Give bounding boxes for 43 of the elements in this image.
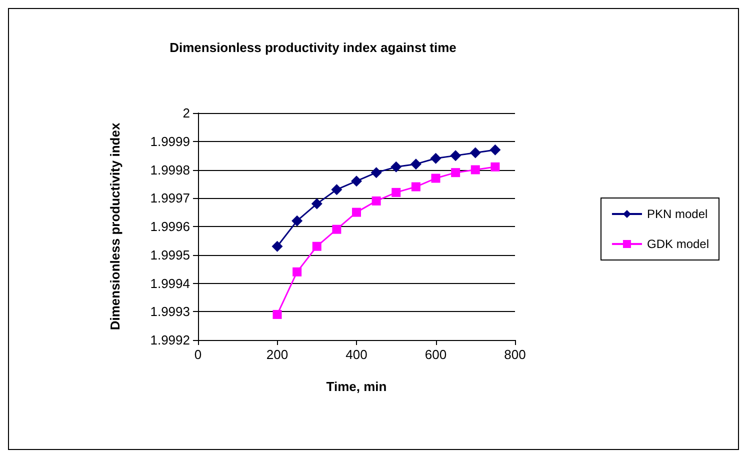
point [411,182,420,192]
point [490,162,500,172]
point [470,147,481,158]
point [272,310,282,319]
y-tick-label: 2 [182,106,190,120]
y-tick-label: 1.9995 [150,247,190,262]
y-axis-title: Dimensionless productivity index [108,122,122,330]
point [292,267,302,276]
y-tick-label: 1.9996 [150,219,190,234]
point [431,174,440,183]
y-tick-label: 1.9999 [150,134,190,149]
y-tick-label: 1.9998 [150,162,190,178]
point [332,224,342,234]
legend-label: PKN model [646,207,708,221]
point [292,215,303,226]
point [470,165,480,174]
point [331,184,342,196]
y-tick-label: 1.9992 [150,332,190,348]
point [410,158,422,170]
x-axis-title: Time, min [326,379,387,394]
point [272,240,283,252]
x-tick-label: 0 [194,347,202,362]
point [490,144,501,156]
point [451,168,460,178]
x-tick-label: 800 [504,347,526,362]
point [311,198,322,210]
y-tick-label: 1.9994 [150,276,190,291]
point [450,150,462,162]
y-tick-label: 1.9993 [150,304,190,320]
point [312,242,322,251]
point [372,196,381,206]
point [352,208,361,217]
point [392,188,401,197]
chart-title: Dimensionless productivity index against time [170,40,456,55]
y-tick-label: 1.9997 [150,190,190,206]
point [370,167,382,178]
point [390,161,402,172]
x-tick-label: 200 [266,347,288,362]
legend-label: GDK model [646,237,710,251]
x-tick-label: 600 [424,347,447,362]
point [351,176,362,187]
point [430,152,442,164]
x-tick-label: 400 [346,347,368,362]
